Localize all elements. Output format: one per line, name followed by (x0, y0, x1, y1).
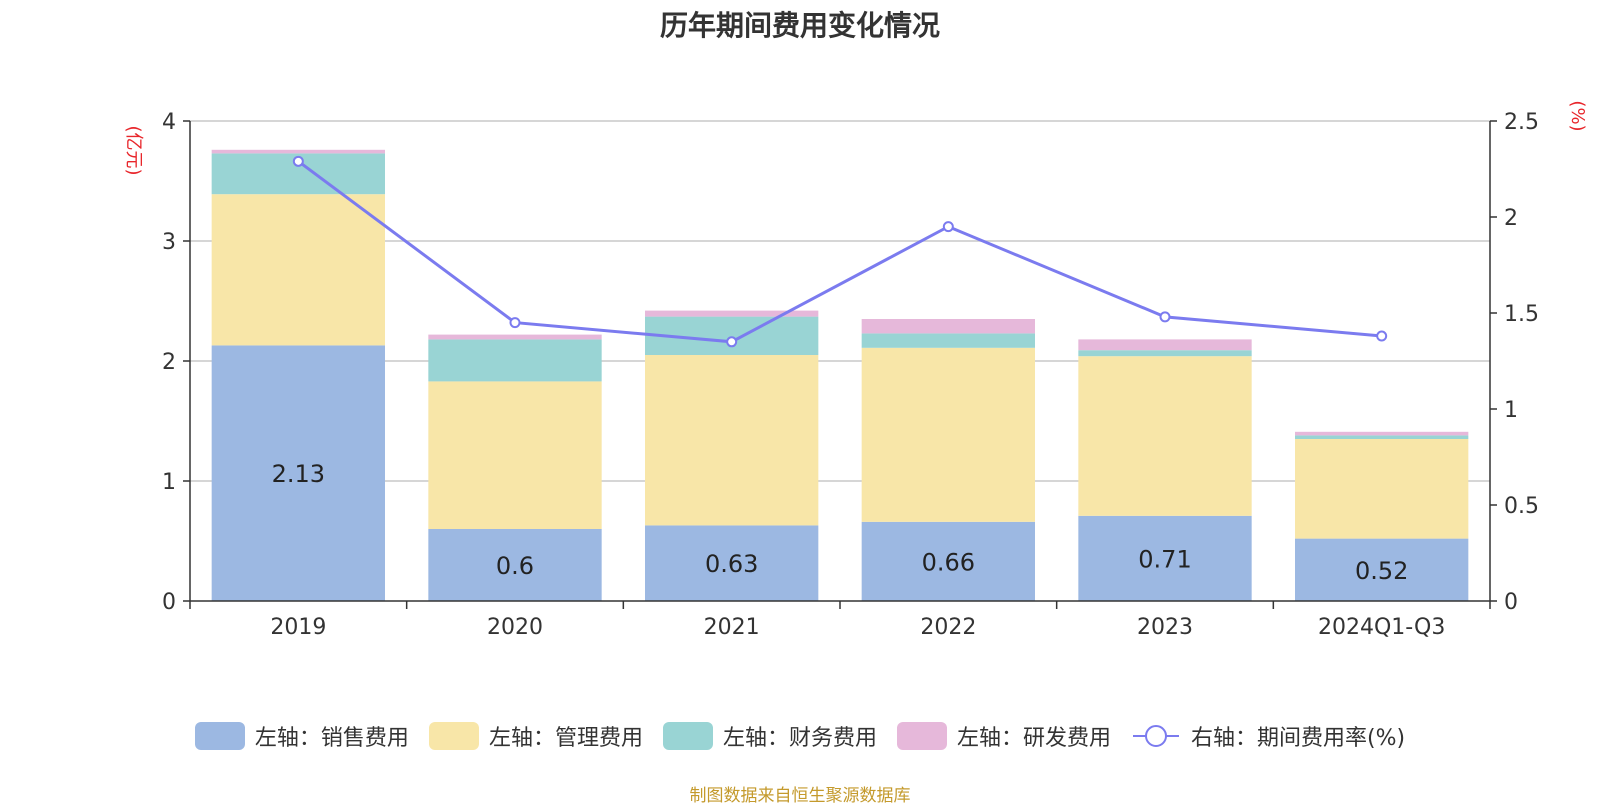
x-axis-tick-label: 2019 (270, 615, 326, 640)
left-axis-tick-label: 0 (162, 590, 176, 615)
legend-label-rate: 右轴：期间费用率(%) (1190, 726, 1406, 751)
left-axis-tick-label: 1 (162, 470, 176, 495)
x-axis-tick-label: 2022 (920, 615, 976, 640)
rate-point (292, 155, 304, 167)
right-axis-tick-label: 2 (1504, 206, 1518, 231)
right-axis-tick-label: 2.5 (1504, 110, 1539, 135)
legend-line-marker-icon (1132, 725, 1179, 747)
left-axis-tick-label: 3 (162, 230, 176, 255)
legend-label-rnd: 左轴：研发费用 (956, 726, 1111, 751)
right-axis-tick-label: 0.5 (1504, 494, 1539, 519)
rate-point (942, 221, 954, 233)
bar-data-label: 0.52 (1355, 557, 1408, 585)
legend: 左轴：销售费用 左轴：管理费用 左轴：财务费用 左轴：研发费用 右轴：期间费用率… (0, 720, 1600, 752)
legend-swatch-admin (428, 722, 479, 750)
rate-point (726, 336, 738, 348)
bar-segment (645, 355, 819, 526)
legend-item-sales[interactable]: 左轴：销售费用 (194, 720, 409, 752)
x-axis-tick-label: 2020 (487, 615, 543, 640)
bar-segment (861, 347, 1035, 522)
bar-segment (211, 149, 385, 154)
rate-point (1159, 311, 1171, 323)
bar-segment (645, 310, 819, 317)
bar-segment (428, 381, 602, 529)
bar-data-label: 0.71 (1138, 545, 1191, 573)
right-axis-tick-label: 1 (1504, 398, 1518, 423)
legend-label-finance: 左轴：财务费用 (722, 726, 877, 751)
right-axis-tick-label: 0 (1504, 590, 1518, 615)
x-axis-tick-label: 2021 (704, 615, 760, 640)
legend-item-rate[interactable]: 右轴：期间费用率(%) (1131, 720, 1405, 752)
rate-point (1376, 330, 1388, 342)
bar-segment (211, 194, 385, 346)
bar-segment (1295, 431, 1469, 436)
rate-line (297, 160, 1382, 344)
right-axis-tick-label: 1.5 (1504, 302, 1539, 327)
x-axis-tick-label: 2024Q1-Q3 (1318, 615, 1445, 640)
legend-swatch-sales (194, 722, 245, 750)
legend-label-sales: 左轴：销售费用 (254, 726, 409, 751)
bar-segment (1295, 538, 1469, 601)
bar-segment (211, 345, 385, 601)
left-axis-tick-label: 4 (162, 110, 176, 135)
bar-segment (861, 521, 1035, 601)
bar-segment (1295, 439, 1469, 539)
legend-swatch-finance (662, 722, 713, 750)
bar-data-label: 0.63 (705, 550, 758, 578)
bar-segment (1078, 350, 1252, 357)
bar-segment (428, 339, 602, 382)
bar-segment (645, 525, 819, 601)
source-note: 制图数据来自恒生聚源数据库 (689, 786, 911, 806)
left-axis-tick-label: 2 (162, 350, 176, 375)
chart-title: 历年期间费用变化情况 (659, 9, 940, 42)
x-axis-tick-label: 2023 (1137, 615, 1193, 640)
bar-segment (861, 333, 1035, 348)
bar-data-label: 0.6 (496, 552, 534, 580)
legend-item-rnd[interactable]: 左轴：研发费用 (896, 720, 1111, 752)
bar-segment (428, 334, 602, 340)
right-axis-unit-label: (%) (1567, 100, 1588, 131)
bar-data-label: 2.13 (272, 460, 325, 488)
bar-segment (1295, 435, 1469, 439)
bar-segment (861, 319, 1035, 334)
bar-segment (1078, 356, 1252, 516)
bar-segment (428, 529, 602, 601)
bar-data-label: 0.66 (922, 548, 975, 576)
bar-segment (1078, 515, 1252, 601)
legend-label-admin: 左轴：管理费用 (488, 726, 643, 751)
left-axis-unit-label: (亿元) (123, 125, 144, 175)
legend-item-admin[interactable]: 左轴：管理费用 (428, 720, 643, 752)
legend-item-finance[interactable]: 左轴：财务费用 (662, 720, 877, 752)
rate-point (509, 317, 521, 329)
bar-segment (1078, 339, 1252, 351)
legend-swatch-rnd (896, 722, 947, 750)
